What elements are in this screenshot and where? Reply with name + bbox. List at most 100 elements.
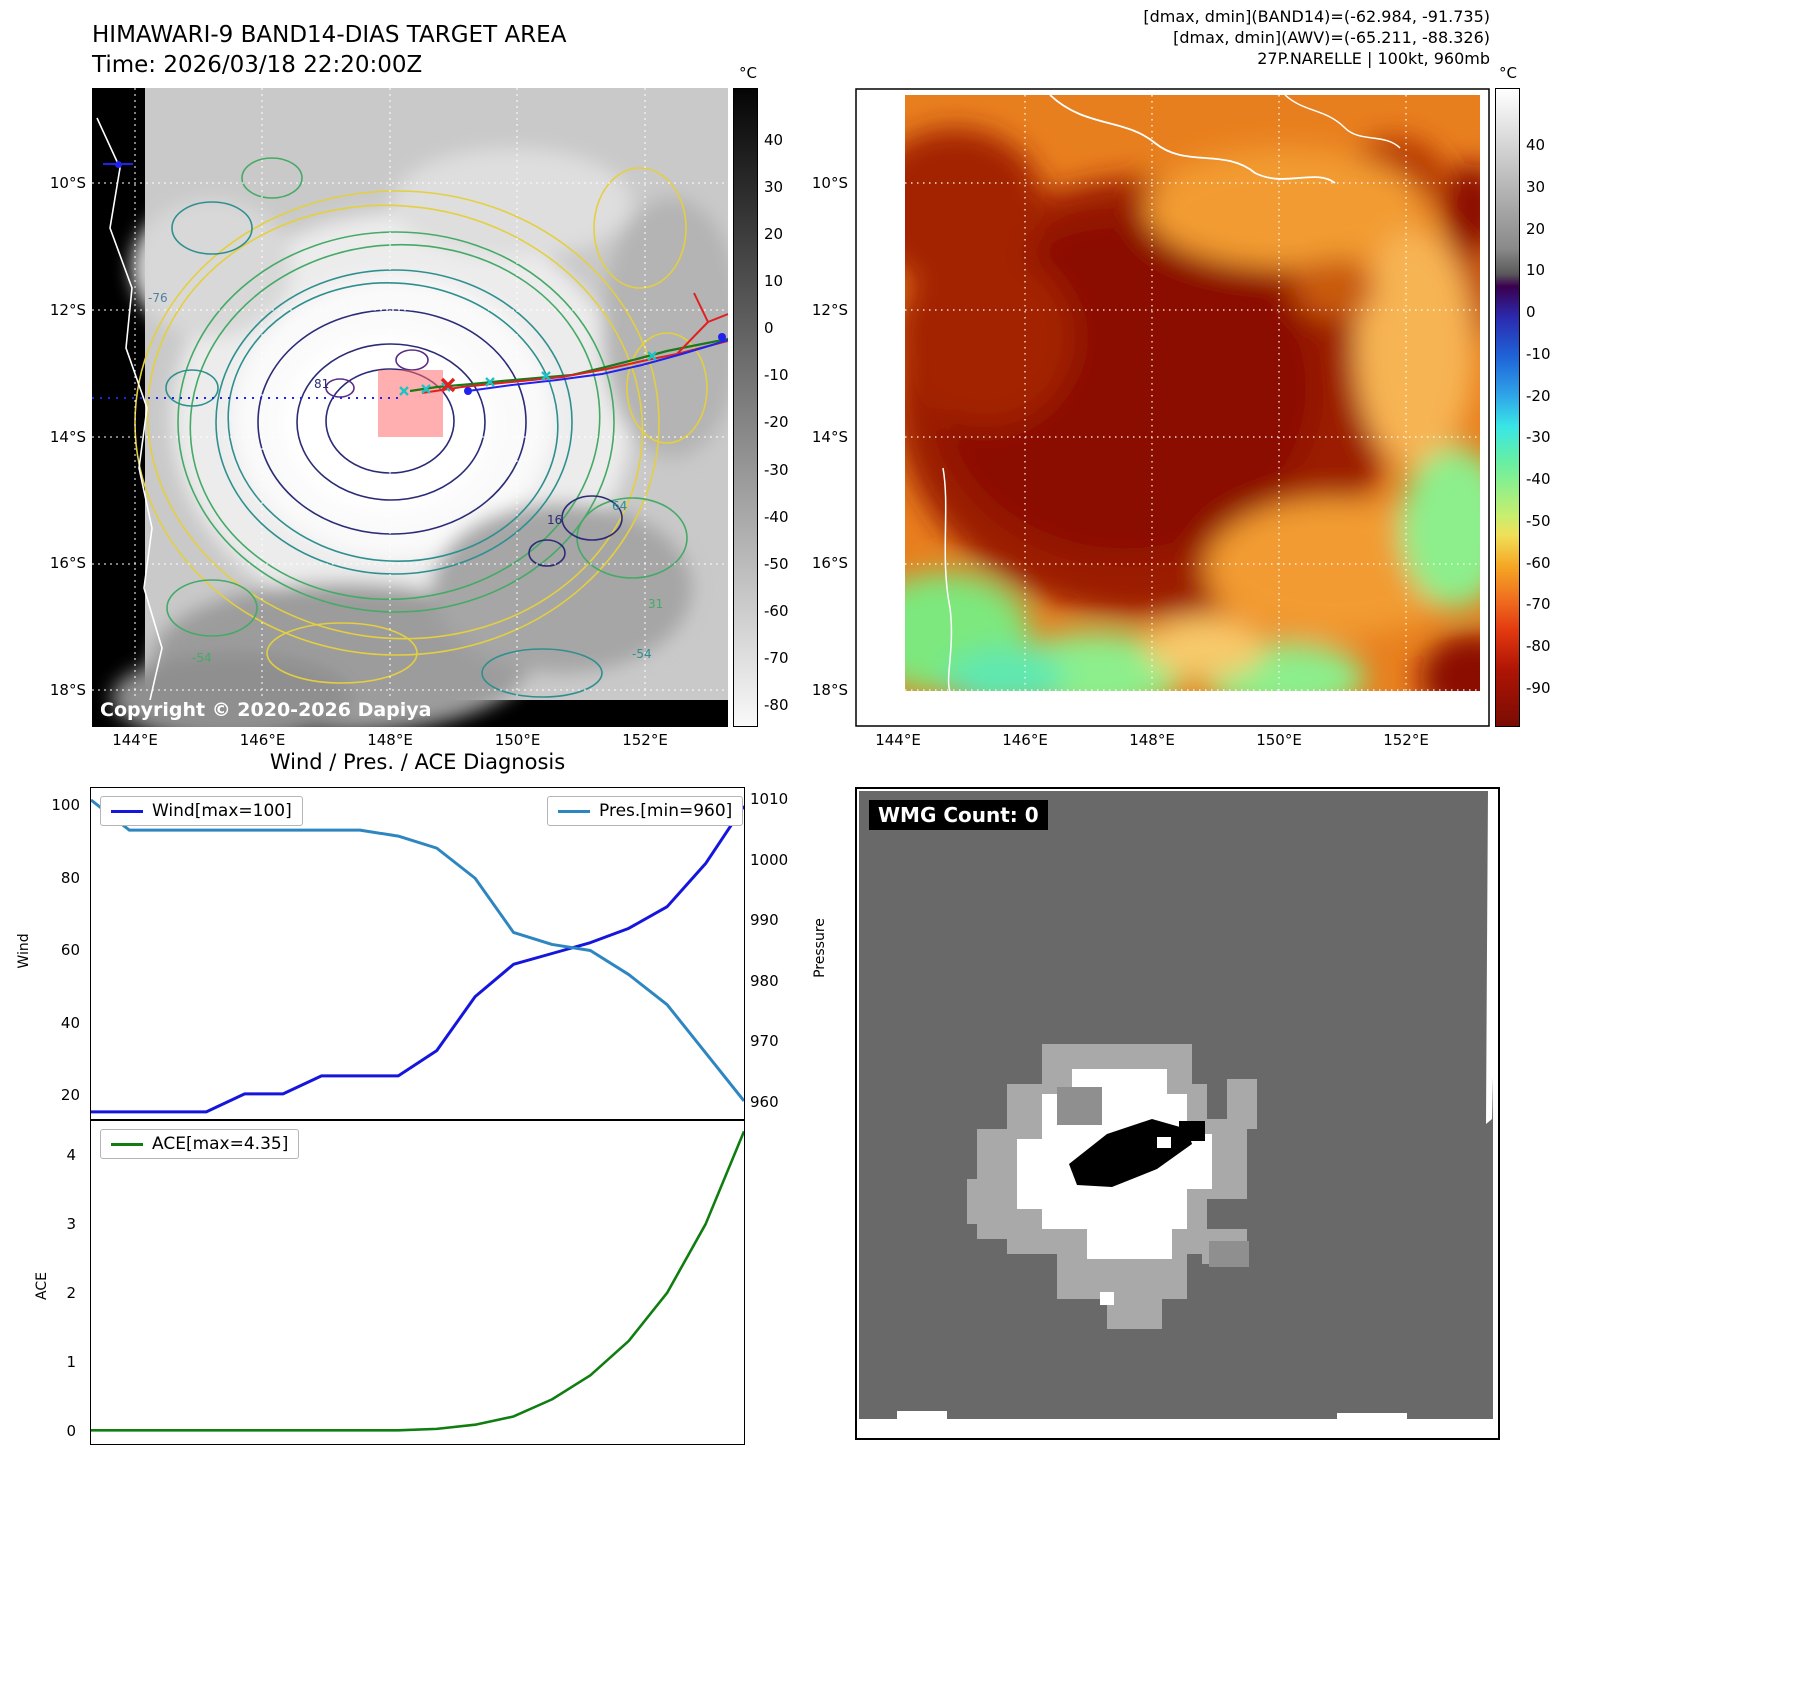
pressure-tick: 970 — [750, 1032, 779, 1051]
colorbar-tick: 20 — [1526, 219, 1546, 238]
band14-colorbar — [733, 88, 758, 727]
ace-axis-label: ACE — [34, 1272, 50, 1300]
dmax-dmin-band14: [dmax, dmin](BAND14)=(-62.984, -91.735) — [1143, 7, 1490, 26]
lat-tick: 18°S — [811, 681, 848, 699]
svg-text:16: 16 — [547, 513, 562, 527]
pressure-legend: Pres.[min=960] — [547, 796, 744, 826]
lon-tick: 144°E — [875, 731, 921, 749]
colorbar-tick: -50 — [1526, 511, 1551, 530]
colorbar-tick: 40 — [1526, 136, 1546, 154]
colorbar-tick: -20 — [764, 413, 789, 432]
coastline — [1049, 95, 1336, 184]
ace-y-axis: 4 3 2 1 0 — [40, 1146, 76, 1440]
wind-tick: 100 — [51, 796, 80, 814]
svg-text:31: 31 — [648, 597, 663, 611]
ace-tick: 1 — [66, 1353, 76, 1371]
svg-text:-54: -54 — [192, 651, 212, 665]
lat-tick: 10°S — [811, 174, 848, 192]
colorbar-tick: -40 — [764, 507, 789, 526]
pressure-tick: 980 — [750, 971, 779, 990]
wind-axis-label: Wind — [16, 933, 32, 969]
colorbar-tick: -70 — [1526, 595, 1551, 614]
band14-colorbar-ticks: 40 30 20 10 0 -10 -20 -30 -40 -50 -60 -7… — [764, 131, 789, 714]
colorbar-tick: -80 — [764, 695, 789, 714]
band14-time-subtitle: Time: 2026/03/18 22:20:00Z — [92, 52, 423, 78]
contour-labels: -76 81 16 64 31 -54 -54 — [148, 291, 663, 665]
colorbar-tick: -80 — [1526, 637, 1551, 656]
wind-pressure-plot — [91, 798, 744, 1114]
colorbar-tick: -30 — [764, 460, 789, 479]
colorbar-tick: -60 — [764, 601, 789, 620]
coastline — [96, 117, 163, 701]
colorbar-tick: -30 — [1526, 428, 1551, 447]
lat-tick: 16°S — [49, 554, 86, 573]
band14-lat-axis: 10°S 12°S 14°S 16°S 18°S — [24, 174, 86, 699]
wind-pressure-chart — [90, 787, 745, 1120]
lon-tick: 148°E — [367, 731, 413, 749]
svg-text:-54: -54 — [632, 647, 652, 661]
awv-satellite-map — [855, 88, 1490, 727]
ace-tick: 4 — [66, 1146, 76, 1164]
pressure-tick: 1000 — [750, 850, 789, 869]
pressure-legend-label: Pres.[min=960] — [599, 801, 733, 821]
awv-header: [dmax, dmin](BAND14)=(-62.984, -91.735) … — [1143, 6, 1490, 69]
awv-colorbar-unit: °C — [1499, 64, 1517, 82]
colorbar-tick: -70 — [764, 648, 789, 667]
lon-tick: 152°E — [622, 731, 668, 749]
colorbar-tick: 10 — [1526, 261, 1546, 280]
lat-tick: 10°S — [49, 174, 86, 192]
edge-artifact — [1486, 791, 1498, 1124]
colorbar-tick: -40 — [1526, 470, 1551, 489]
lat-tick: 14°S — [811, 427, 848, 446]
target-x-marker — [440, 377, 456, 393]
svg-text:64: 64 — [612, 499, 627, 513]
jtwc-track-point — [718, 333, 726, 341]
coastline — [1284, 95, 1401, 149]
wind-tick: 20 — [60, 1086, 80, 1104]
lon-tick: 150°E — [1256, 731, 1302, 749]
awv-lon-axis: 144°E 146°E 148°E 150°E 152°E — [866, 731, 1438, 749]
colorbar-tick: -90 — [1526, 678, 1551, 697]
ace-tick: 0 — [66, 1422, 76, 1440]
awv-lat-axis: 10°S 12°S 14°S 16°S 18°S — [786, 174, 848, 699]
pressure-axis-label: Pressure — [812, 918, 828, 978]
wmg-black-blob — [1069, 1119, 1205, 1187]
ace-tick: 3 — [66, 1215, 76, 1233]
dmax-dmin-awv: [dmax, dmin](AWV)=(-65.211, -88.326) — [1173, 28, 1490, 47]
wmg-count-label: WMG Count: 0 — [869, 800, 1048, 830]
jtwc-track-point — [464, 387, 472, 395]
pressure-tick: 990 — [750, 911, 779, 930]
target-area-box — [378, 370, 443, 437]
satcon-markers — [399, 351, 657, 396]
wmg-image — [857, 789, 1498, 1438]
copyright-text: Copyright © 2020-2026 Dapiya — [100, 699, 432, 721]
wind-tick: 80 — [60, 868, 80, 887]
pressure-tick: 1010 — [750, 790, 789, 808]
wind-line-icon — [111, 809, 143, 813]
colorbar-tick: 30 — [764, 178, 784, 197]
colorbar-tick: 30 — [1526, 177, 1546, 196]
lon-tick: 150°E — [494, 731, 541, 749]
colorbar-tick: 0 — [764, 319, 774, 338]
colorbar-tick: -10 — [764, 366, 789, 385]
line-with-dot-icon — [101, 160, 135, 168]
storm-name-intensity: 27P.NARELLE | 100kt, 960mb — [1257, 49, 1490, 68]
lon-tick: 144°E — [112, 731, 158, 749]
colorbar-tick: 20 — [764, 225, 784, 244]
band14-map-image: -76 81 16 64 31 -54 -54 — [92, 88, 728, 727]
wind-tick: 40 — [60, 1013, 80, 1032]
band14-lon-axis: 144°E 146°E 148°E 150°E 152°E — [103, 731, 677, 749]
pressure-y-axis: 1010 1000 990 980 970 960 — [750, 790, 810, 1111]
colorbar-tick: -10 — [1526, 344, 1551, 363]
pressure-line-icon — [558, 809, 590, 813]
ace-chart — [90, 1120, 745, 1445]
pressure-tick: 960 — [750, 1092, 779, 1111]
band14-colorbar-unit: °C — [739, 64, 757, 82]
awv-colorbar — [1495, 88, 1520, 727]
band14-title: HIMAWARI-9 BAND14-DIAS TARGET AREA — [92, 22, 567, 48]
wmg-panel: WMG Count: 0 — [855, 787, 1500, 1440]
colorbar-tick: 0 — [1526, 303, 1536, 322]
lat-tick: 12°S — [49, 300, 86, 319]
ace-plot — [91, 1130, 744, 1432]
wind-y-axis: 100 80 60 40 20 — [20, 796, 80, 1104]
